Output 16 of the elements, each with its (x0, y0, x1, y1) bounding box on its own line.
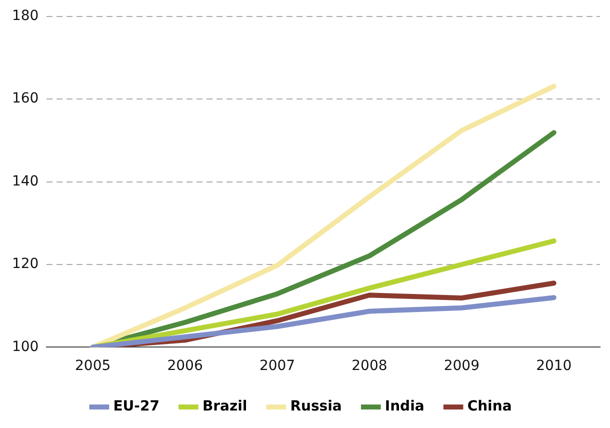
x-tick-label: 2006 (167, 358, 203, 374)
y-tick-label: 140 (12, 173, 39, 190)
x-tick-label: 2005 (75, 358, 111, 374)
x-tick-label: 2007 (259, 358, 296, 374)
legend-label: Russia (290, 398, 342, 415)
y-tick-label: 100 (12, 338, 39, 355)
legend-label: EU-27 (113, 398, 160, 415)
y-tick-label: 120 (12, 256, 39, 272)
legend-label: Brazil (202, 398, 248, 415)
legend-label: India (384, 398, 424, 415)
y-tick-label: 180 (12, 8, 39, 24)
x-tick-label: 2009 (444, 358, 480, 374)
x-tick-label: 2008 (352, 358, 388, 374)
legend-label: China (467, 398, 512, 415)
y-tick-label: 160 (12, 90, 39, 107)
x-tick-label: 2010 (536, 358, 572, 374)
